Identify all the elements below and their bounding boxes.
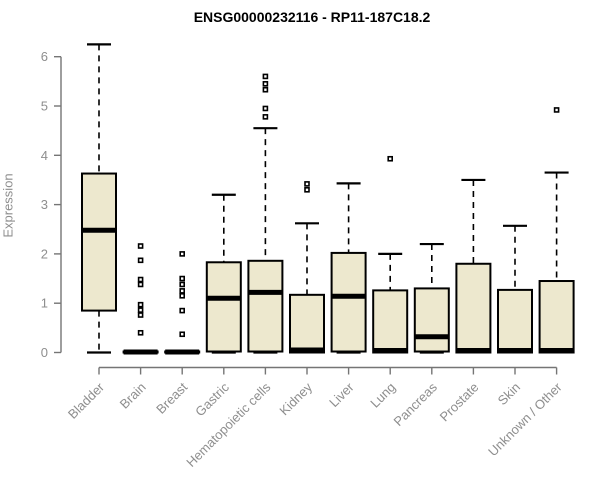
outlier-point bbox=[262, 73, 269, 80]
y-tick-label: 3 bbox=[41, 197, 48, 212]
outlier-point bbox=[137, 301, 144, 308]
outlier-point bbox=[137, 281, 144, 288]
x-category-label: Gastric bbox=[192, 379, 232, 419]
outlier-point bbox=[387, 155, 394, 162]
chart-title: ENSG00000232116 - RP11-187C18.2 bbox=[193, 9, 431, 25]
x-category-label: Pancreas bbox=[390, 379, 440, 429]
outlier-point bbox=[179, 251, 185, 257]
outlier-point bbox=[262, 86, 269, 93]
box-Pancreas bbox=[413, 287, 450, 353]
x-category-label: Liver bbox=[326, 379, 357, 410]
box-Unknown / Other bbox=[538, 280, 575, 354]
outlier-point bbox=[137, 329, 144, 336]
box-Gastric bbox=[205, 261, 242, 353]
y-tick-label: 0 bbox=[41, 345, 48, 360]
outlier-point bbox=[179, 281, 185, 288]
y-tick-label: 6 bbox=[41, 49, 48, 64]
y-tick-label: 1 bbox=[41, 296, 48, 311]
x-category-label: Unknown / Other bbox=[485, 379, 565, 459]
outlier-point bbox=[553, 107, 560, 113]
box-Prostate bbox=[455, 262, 492, 354]
y-tick-label: 5 bbox=[41, 99, 48, 114]
y-tick-label: 2 bbox=[41, 246, 48, 261]
outlier-point bbox=[179, 293, 185, 299]
y-tick-label: 4 bbox=[41, 148, 48, 163]
x-category-label: Bladder bbox=[65, 379, 108, 422]
outlier-point bbox=[304, 187, 310, 193]
x-category-label: Brain bbox=[117, 380, 149, 412]
outlier-point bbox=[137, 312, 144, 318]
outlier-point bbox=[179, 275, 185, 282]
box-Skin bbox=[497, 288, 533, 354]
outlier-point bbox=[304, 181, 310, 187]
outlier-point bbox=[137, 307, 144, 313]
outlier-point bbox=[137, 276, 144, 283]
outlier-point bbox=[137, 257, 144, 264]
outlier-point bbox=[262, 81, 269, 87]
outlier-point bbox=[179, 331, 185, 338]
box-Bladder bbox=[81, 172, 117, 312]
box-Lung bbox=[372, 289, 409, 354]
x-category-label: Prostate bbox=[437, 380, 482, 425]
box-Hematopoietic cells bbox=[247, 259, 284, 353]
x-category-label: Skin bbox=[495, 380, 523, 408]
box-Liver bbox=[330, 251, 367, 353]
outlier-point bbox=[179, 288, 185, 294]
outlier-point bbox=[262, 114, 269, 120]
outlier-point bbox=[262, 105, 269, 112]
x-category-label: Lung bbox=[367, 380, 398, 411]
x-category-label: Breast bbox=[153, 379, 190, 416]
outlier-point bbox=[137, 243, 144, 249]
outlier-point bbox=[179, 307, 185, 314]
box-Kidney bbox=[289, 293, 325, 354]
x-category-label: Kidney bbox=[276, 379, 315, 418]
